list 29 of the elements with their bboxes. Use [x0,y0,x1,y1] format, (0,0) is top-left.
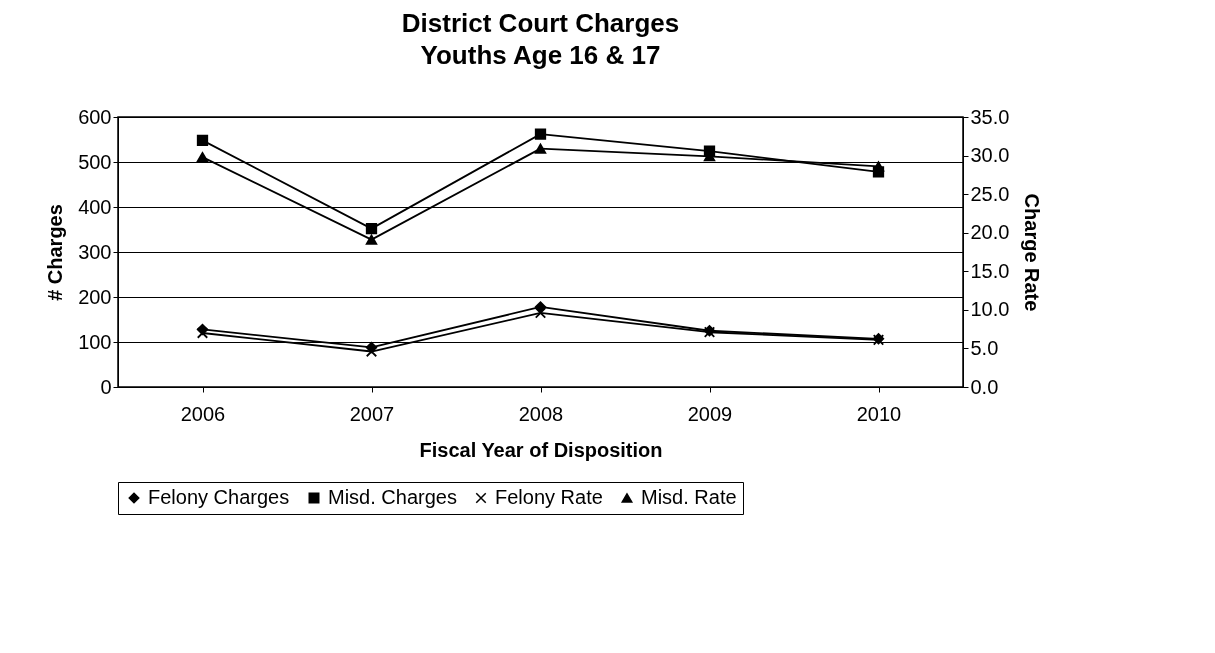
y2-tick-label: 5.0 [970,336,999,359]
x-tick-label: 2007 [349,402,395,425]
y-tick-label: 0 [100,375,112,398]
x-tick-label: 2010 [856,402,902,425]
y2-tick-label: 20.0 [970,221,1010,244]
y-tick-label: 300 [78,240,112,263]
legend-label: Felony Rate [495,486,603,508]
y-tick-label: 100 [78,330,112,353]
y-tick-label: 200 [78,285,112,308]
x-tick-label: 2006 [180,402,226,425]
x-tick-label: 2009 [687,402,733,425]
legend-label: Misd. Rate [641,486,737,508]
y-axis-title: # Charges [44,204,67,301]
y2-tick-label: 35.0 [970,105,1010,128]
y-tick-label: 500 [78,150,112,173]
y2-tick-label: 10.0 [970,298,1010,321]
legend-label: Felony Charges [148,486,290,508]
chart-subtitle: Youths Age 16 & 17 [420,40,661,70]
y2-tick-label: 30.0 [970,144,1010,167]
y2-tick-label: 0.0 [970,375,999,398]
legend-label: Misd. Charges [328,486,457,508]
x-tick-label: 2008 [518,402,564,425]
x-axis-title: Fiscal Year of Disposition [419,438,663,461]
y2-tick-label: 15.0 [970,259,1010,282]
y2-axis-title: Charge Rate [1021,193,1044,312]
chart-title: District Court Charges [401,8,680,38]
y-tick-label: 600 [78,105,112,128]
y2-tick-label: 25.0 [970,182,1010,205]
y-tick-label: 400 [78,195,112,218]
